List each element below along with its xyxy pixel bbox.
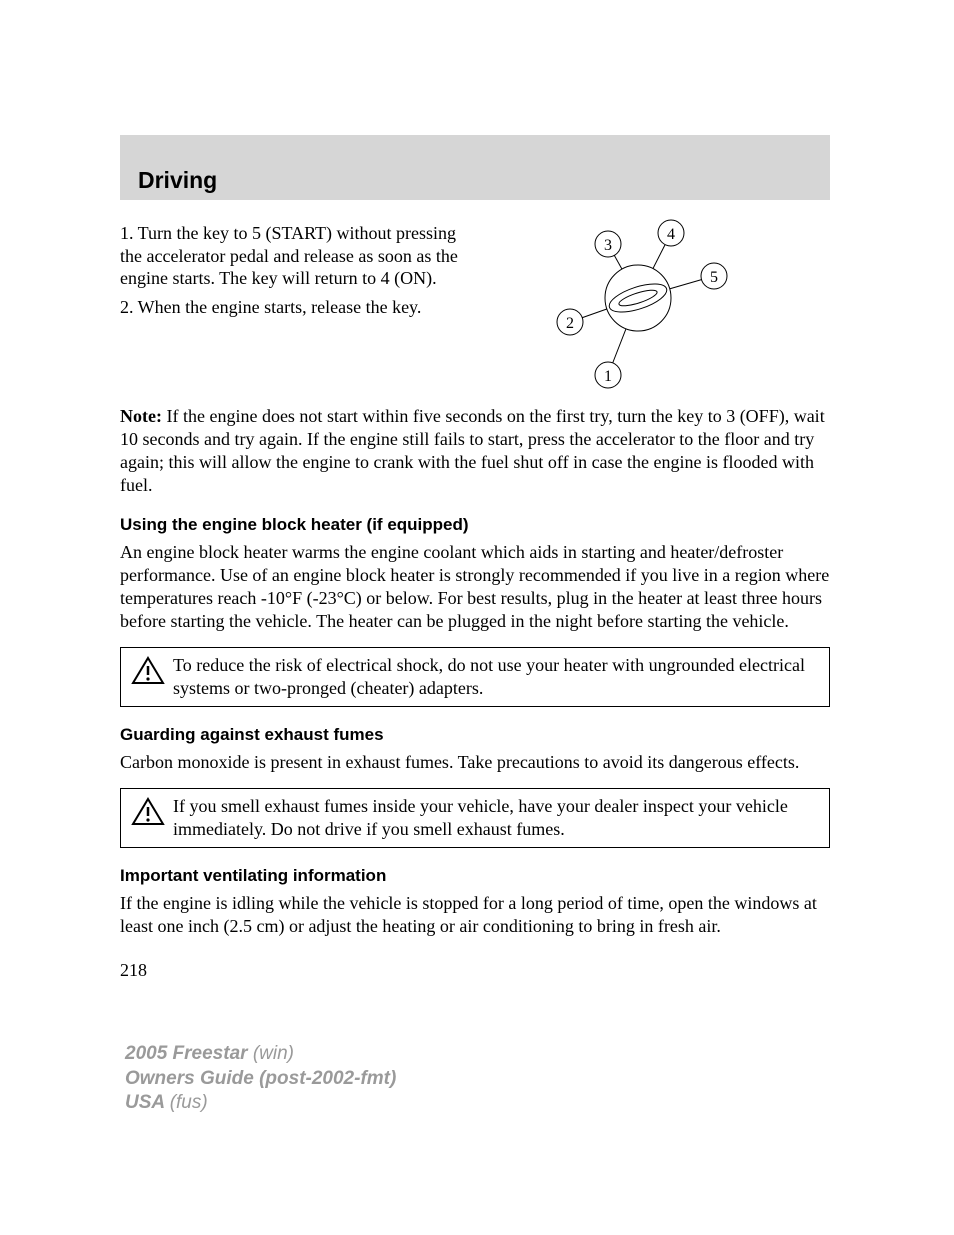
footer-line-1: 2005 Freestar (win): [125, 1042, 625, 1067]
svg-text:1: 1: [604, 368, 612, 385]
section-header-bar: Driving: [120, 135, 830, 200]
node-1: 1: [595, 362, 621, 388]
ignition-diagram: 1 2 3 4 5: [510, 222, 780, 387]
svg-text:5: 5: [710, 269, 718, 286]
warning-2-text: If you smell exhaust fumes inside your v…: [131, 795, 819, 841]
subhead-exhaust: Guarding against exhaust fumes: [120, 725, 830, 745]
subhead-block-heater: Using the engine block heater (if equipp…: [120, 515, 830, 535]
node-3: 3: [595, 231, 621, 257]
svg-text:2: 2: [566, 315, 574, 332]
page-number: 218: [120, 960, 830, 981]
exhaust-body: Carbon monoxide is present in exhaust fu…: [120, 751, 830, 774]
svg-text:3: 3: [604, 237, 612, 254]
note-paragraph: Note: If the engine does not start withi…: [120, 405, 830, 497]
warning-1-text: To reduce the risk of electrical shock, …: [131, 654, 819, 700]
ignition-svg: 1 2 3 4 5: [510, 222, 780, 387]
block-heater-body: An engine block heater warms the engine …: [120, 541, 830, 633]
intro-text: 1. Turn the key to 5 (START) without pre…: [120, 222, 490, 324]
step-2: 2. When the engine starts, release the k…: [120, 296, 480, 319]
note-label: Note:: [120, 406, 162, 426]
step-1: 1. Turn the key to 5 (START) without pre…: [120, 222, 480, 290]
node-5: 5: [701, 263, 727, 289]
intro-row: 1. Turn the key to 5 (START) without pre…: [120, 222, 830, 387]
warning-icon: [131, 656, 165, 686]
warning-box-1: To reduce the risk of electrical shock, …: [120, 647, 830, 707]
section-title: Driving: [138, 167, 830, 194]
page-content: Driving 1. Turn the key to 5 (START) wit…: [120, 135, 830, 981]
warning-icon: [131, 797, 165, 827]
node-2: 2: [557, 309, 583, 335]
svg-text:4: 4: [667, 226, 675, 243]
subhead-vent: Important ventilating information: [120, 866, 830, 886]
node-4: 4: [658, 220, 684, 246]
note-text: If the engine does not start within five…: [120, 406, 825, 495]
footer: 2005 Freestar (win) Owners Guide (post-2…: [125, 1042, 625, 1116]
warning-box-2: If you smell exhaust fumes inside your v…: [120, 788, 830, 848]
footer-line-2: Owners Guide (post-2002-fmt): [125, 1067, 625, 1092]
vent-body: If the engine is idling while the vehicl…: [120, 892, 830, 938]
footer-line-3: USA (fus): [125, 1091, 625, 1116]
body-content: 1. Turn the key to 5 (START) without pre…: [120, 200, 830, 981]
